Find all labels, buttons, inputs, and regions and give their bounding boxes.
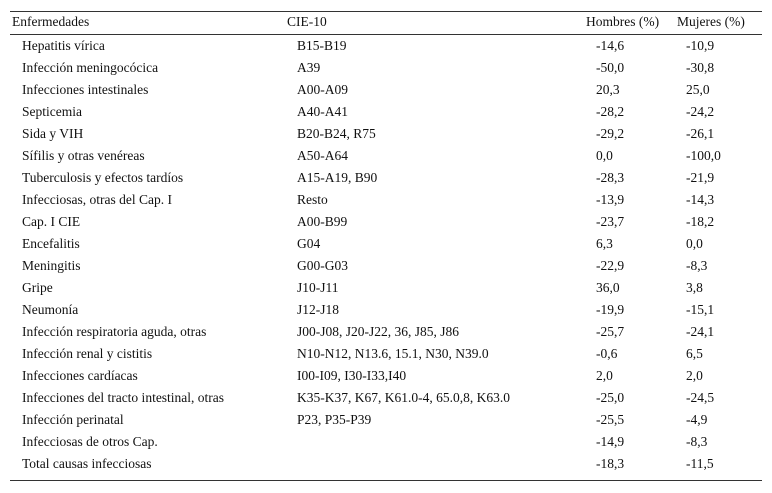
- men-pct: -28,2: [596, 104, 625, 119]
- icd-code: A00-B99: [297, 214, 348, 229]
- icd-code: N10-N12, N13.6, 15.1, N30, N39.0: [297, 346, 489, 361]
- disease: Infecciones del tracto intestinal, otras: [22, 390, 225, 405]
- disease: Cap. I CIE: [22, 214, 81, 229]
- men-pct: -14,9: [596, 434, 625, 449]
- disease: Hepatitis vírica: [22, 38, 105, 53]
- men-pct: -25,5: [596, 412, 625, 427]
- icd-code: A50-A64: [297, 148, 348, 163]
- men-pct: -28,3: [596, 170, 625, 185]
- women-pct: -24,1: [686, 324, 715, 339]
- header-cell: CIE-10: [287, 14, 327, 29]
- men-pct: -50,0: [596, 60, 625, 75]
- icd-code: J12-J18: [297, 302, 340, 317]
- men-pct: -19,9: [596, 302, 625, 317]
- women-pct: 25,0: [686, 82, 710, 97]
- icd-code: K35-K37, K67, K61.0-4, 65.0,8, K63.0: [297, 390, 510, 405]
- women-pct: -24,2: [686, 104, 715, 119]
- women-pct: -100,0: [686, 148, 721, 163]
- women-pct: -30,8: [686, 60, 715, 75]
- disease: Infecciosas, otras del Cap. I: [22, 192, 172, 207]
- disease: Infecciones intestinales: [22, 82, 149, 97]
- disease: Total causas infecciosas: [22, 456, 152, 471]
- disease: Infección meningocócica: [22, 60, 159, 75]
- top-rule: [10, 11, 762, 12]
- icd-code: A15-A19, B90: [297, 170, 378, 185]
- men-pct: -22,9: [596, 258, 625, 273]
- men-pct: 36,0: [596, 280, 620, 295]
- icd-code: P23, P35-P39: [297, 412, 372, 427]
- icd-code: Resto: [297, 192, 328, 207]
- men-pct: -14,6: [596, 38, 625, 53]
- header-cell: Enfermedades: [12, 14, 90, 29]
- icd-code: G04: [297, 236, 321, 251]
- women-pct: -4,9: [686, 412, 708, 427]
- disease: Encefalitis: [22, 236, 80, 251]
- disease: Sida y VIH: [22, 126, 84, 141]
- disease: Infecciones cardíacas: [22, 368, 138, 383]
- women-pct: 6,5: [686, 346, 703, 361]
- men-pct: 0,0: [596, 148, 613, 163]
- icd-code: I00-I09, I30-I33,I40: [297, 368, 407, 383]
- men-pct: -18,3: [596, 456, 625, 471]
- bottom-rule: [10, 480, 762, 481]
- header-rule: [10, 34, 762, 35]
- icd-code: A40-A41: [297, 104, 348, 119]
- icd-code: A39: [297, 60, 321, 75]
- women-pct: 2,0: [686, 368, 703, 383]
- women-pct: -11,5: [686, 456, 714, 471]
- women-pct: -8,3: [686, 258, 708, 273]
- men-pct: 20,3: [596, 82, 620, 97]
- disease: Sífilis y otras venéreas: [22, 148, 145, 163]
- icd-code: G00-G03: [297, 258, 348, 273]
- women-pct: 3,8: [686, 280, 703, 295]
- icd-code: J10-J11: [297, 280, 339, 295]
- women-pct: 0,0: [686, 236, 703, 251]
- icd-code: B15-B19: [297, 38, 347, 53]
- disease: Tuberculosis y efectos tardíos: [22, 170, 184, 185]
- disease: Meningitis: [22, 258, 81, 273]
- men-pct: 6,3: [596, 236, 613, 251]
- icd-code: J00-J08, J20-J22, 36, J85, J86: [297, 324, 460, 339]
- men-pct: -25,7: [596, 324, 625, 339]
- women-pct: -14,3: [686, 192, 715, 207]
- disease: Infecciosas de otros Cap.: [22, 434, 158, 449]
- women-pct: -10,9: [686, 38, 715, 53]
- men-pct: -29,2: [596, 126, 625, 141]
- women-pct: -26,1: [686, 126, 715, 141]
- disease: Infección respiratoria aguda, otras: [22, 324, 207, 339]
- women-pct: -24,5: [686, 390, 715, 405]
- disease: Gripe: [22, 280, 53, 295]
- icd-code: A00-A09: [297, 82, 348, 97]
- women-pct: -21,9: [686, 170, 715, 185]
- men-pct: -0,6: [596, 346, 618, 361]
- disease: Infección perinatal: [22, 412, 124, 427]
- header-cell: Mujeres (%): [677, 14, 745, 29]
- header-cell: Hombres (%): [586, 14, 660, 29]
- disease: Infección renal y cistitis: [22, 346, 153, 361]
- men-pct: -23,7: [596, 214, 625, 229]
- women-pct: -8,3: [686, 434, 708, 449]
- icd-code: B20-B24, R75: [297, 126, 376, 141]
- disease: Neumonía: [22, 302, 79, 317]
- men-pct: -13,9: [596, 192, 625, 207]
- men-pct: -25,0: [596, 390, 625, 405]
- men-pct: 2,0: [596, 368, 613, 383]
- disease: Septicemia: [22, 104, 82, 119]
- women-pct: -15,1: [686, 302, 715, 317]
- women-pct: -18,2: [686, 214, 715, 229]
